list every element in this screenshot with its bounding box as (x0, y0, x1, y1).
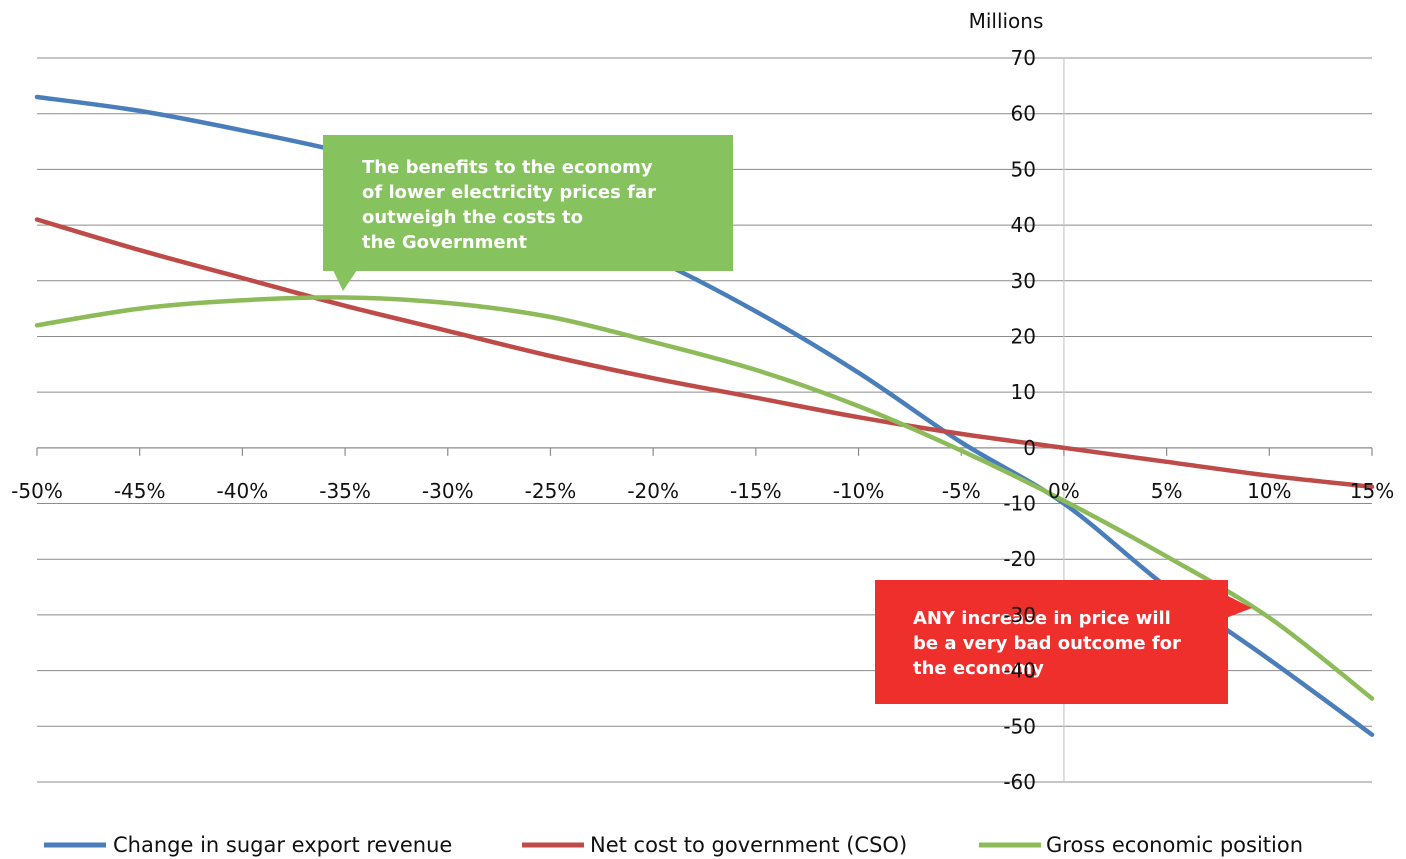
y-tick-label: 50 (1011, 157, 1036, 181)
x-tick-label: 10% (1247, 479, 1291, 503)
tick-labels: -50% -45% -40% -35% -30% -25% -20% -15% -10% -5% 0… (11, 46, 1394, 794)
x-tick-label: -50% (11, 479, 63, 503)
y-tick-label: 70 (1011, 46, 1036, 70)
y-tick-label: -60 (1003, 770, 1036, 794)
y-tick-label: 0 (1023, 436, 1036, 460)
y-tick-label: 10 (1011, 380, 1036, 404)
y-tick-label: -10 (1003, 492, 1036, 516)
x-tick-label: 0% (1048, 479, 1080, 503)
x-tick-label: -10% (833, 479, 885, 503)
legend-label: Change in sugar export revenue (113, 833, 452, 857)
x-tick-label: -30% (422, 479, 474, 503)
legend: Change in sugar export revenue Net cost t… (44, 833, 1303, 857)
callout-text-line: The benefits to the economy (362, 157, 653, 178)
x-tick-label: -25% (525, 479, 577, 503)
x-tick-label: -5% (942, 479, 981, 503)
y-tick-label: 20 (1011, 324, 1036, 348)
x-tick-label: -20% (627, 479, 679, 503)
series-line-3 (34, 295, 1375, 701)
legend-label: Gross economic position (1046, 833, 1303, 857)
y-tick-label: -20 (1003, 547, 1036, 571)
callout-pointer (1226, 595, 1252, 618)
y-tick-label: -40 (1003, 659, 1036, 683)
x-tick-label: -45% (114, 479, 166, 503)
x-tick-label: -15% (730, 479, 782, 503)
x-tick-label: 15% (1350, 479, 1394, 503)
y-tick-label: 60 (1011, 102, 1036, 126)
callout-benefits: The benefits to the economy of lower elec… (323, 135, 733, 291)
legend-label: Net cost to government (CSO) (590, 833, 907, 857)
callout-text-line: ANY increase in price will (913, 608, 1171, 629)
callout-text-line: the Government (362, 232, 527, 253)
callout-box (875, 580, 1228, 704)
callout-text-line: be a very bad outcome for (913, 633, 1181, 654)
y-tick-label: 40 (1011, 213, 1036, 237)
callout-text-line: outweigh the costs to (362, 207, 583, 228)
callout-text-line: the economy (913, 658, 1044, 679)
x-tick-label: 5% (1151, 479, 1183, 503)
callout-box (323, 135, 733, 271)
x-tick-label: -35% (319, 479, 371, 503)
series-line-2 (34, 217, 1375, 490)
unit-label: Millions (969, 9, 1044, 33)
callout-text-line: of lower electricity prices far (362, 182, 656, 203)
x-tick-label: -40% (217, 479, 269, 503)
y-tick-label: -30 (1003, 603, 1036, 627)
y-tick-label: 30 (1011, 269, 1036, 293)
callout-warning: ANY increase in price will be a very bad … (875, 580, 1252, 704)
callout-pointer (333, 270, 357, 291)
y-tick-label: -50 (1003, 714, 1036, 738)
